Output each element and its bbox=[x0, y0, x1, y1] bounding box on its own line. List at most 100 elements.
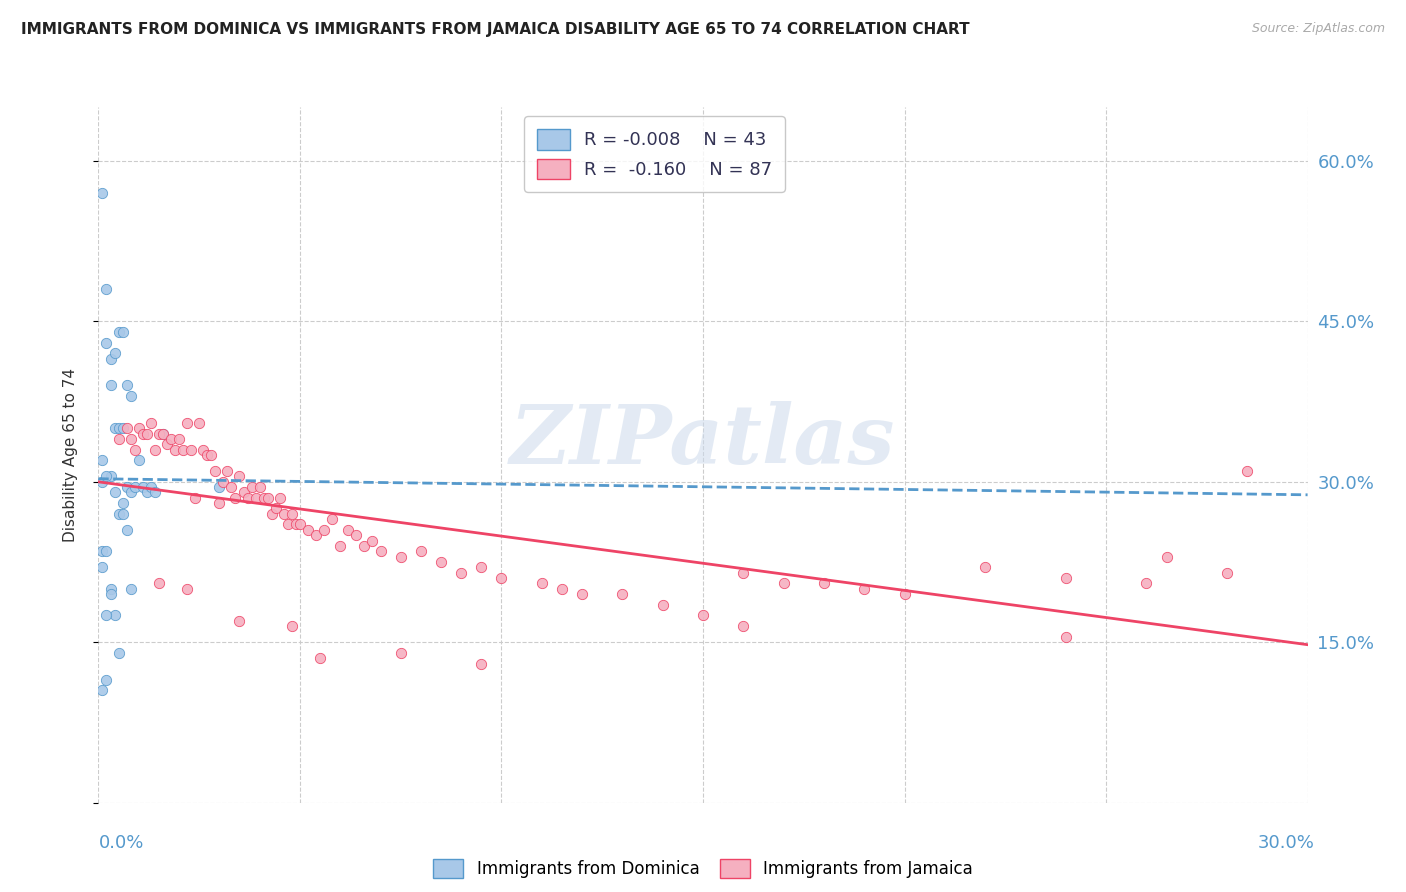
Point bbox=[132, 480, 155, 494]
Point bbox=[124, 480, 146, 494]
Point bbox=[470, 657, 492, 671]
Point bbox=[1216, 566, 1239, 580]
Point bbox=[370, 544, 392, 558]
Point bbox=[111, 325, 134, 339]
Point bbox=[152, 426, 174, 441]
Point bbox=[167, 432, 190, 446]
Point bbox=[139, 480, 162, 494]
Point bbox=[264, 501, 287, 516]
Point bbox=[115, 421, 138, 435]
Point bbox=[91, 560, 114, 574]
Point bbox=[120, 582, 142, 596]
Point bbox=[139, 416, 162, 430]
Point bbox=[224, 491, 246, 505]
Point bbox=[91, 544, 114, 558]
Point bbox=[107, 646, 129, 660]
Point bbox=[115, 523, 138, 537]
Point bbox=[491, 571, 513, 585]
Point bbox=[297, 523, 319, 537]
Point bbox=[256, 491, 278, 505]
Point bbox=[329, 539, 352, 553]
Point bbox=[107, 421, 129, 435]
Point bbox=[100, 469, 122, 483]
Point bbox=[163, 442, 186, 457]
Point bbox=[107, 507, 129, 521]
Point bbox=[361, 533, 384, 548]
Point bbox=[184, 491, 207, 505]
Point bbox=[107, 325, 129, 339]
Point bbox=[156, 437, 179, 451]
Point bbox=[651, 598, 673, 612]
Point bbox=[143, 485, 166, 500]
Point bbox=[409, 544, 432, 558]
Point bbox=[281, 619, 304, 633]
Point bbox=[135, 485, 157, 500]
Point bbox=[733, 619, 755, 633]
Text: IMMIGRANTS FROM DOMINICA VS IMMIGRANTS FROM JAMAICA DISABILITY AGE 65 TO 74 CORR: IMMIGRANTS FROM DOMINICA VS IMMIGRANTS F… bbox=[21, 22, 970, 37]
Point bbox=[132, 426, 155, 441]
Text: ZIPatlas: ZIPatlas bbox=[510, 401, 896, 481]
Point bbox=[530, 576, 553, 591]
Point bbox=[314, 523, 336, 537]
Point bbox=[128, 421, 150, 435]
Point bbox=[772, 576, 794, 591]
Point bbox=[103, 421, 125, 435]
Point bbox=[305, 528, 328, 542]
Point bbox=[228, 469, 250, 483]
Point bbox=[389, 646, 412, 660]
Point bbox=[1156, 549, 1178, 564]
Point bbox=[208, 480, 231, 494]
Text: Source: ZipAtlas.com: Source: ZipAtlas.com bbox=[1251, 22, 1385, 36]
Point bbox=[1135, 576, 1157, 591]
Point bbox=[571, 587, 593, 601]
Point bbox=[200, 448, 222, 462]
Point bbox=[228, 614, 250, 628]
Point bbox=[893, 587, 915, 601]
Point bbox=[115, 480, 138, 494]
Text: 30.0%: 30.0% bbox=[1258, 834, 1315, 852]
Point bbox=[430, 555, 453, 569]
Point bbox=[551, 582, 574, 596]
Point bbox=[221, 480, 243, 494]
Point bbox=[143, 442, 166, 457]
Legend: Immigrants from Dominica, Immigrants from Jamaica: Immigrants from Dominica, Immigrants fro… bbox=[427, 853, 979, 885]
Point bbox=[450, 566, 472, 580]
Point bbox=[1054, 571, 1077, 585]
Point bbox=[111, 421, 134, 435]
Point bbox=[96, 608, 118, 623]
Point bbox=[96, 673, 118, 687]
Point bbox=[100, 351, 122, 366]
Point bbox=[100, 582, 122, 596]
Point bbox=[160, 432, 183, 446]
Point bbox=[217, 464, 239, 478]
Point bbox=[470, 560, 492, 574]
Point bbox=[253, 491, 276, 505]
Point bbox=[103, 485, 125, 500]
Point bbox=[249, 480, 271, 494]
Point bbox=[180, 442, 202, 457]
Point bbox=[321, 512, 343, 526]
Point bbox=[96, 335, 118, 350]
Point bbox=[692, 608, 714, 623]
Point bbox=[245, 491, 267, 505]
Point bbox=[269, 491, 291, 505]
Point bbox=[100, 378, 122, 392]
Point bbox=[176, 416, 198, 430]
Point bbox=[120, 485, 142, 500]
Point bbox=[612, 587, 634, 601]
Point bbox=[309, 651, 332, 665]
Point bbox=[152, 426, 174, 441]
Point bbox=[853, 582, 876, 596]
Point bbox=[91, 453, 114, 467]
Point bbox=[96, 282, 118, 296]
Point bbox=[135, 426, 157, 441]
Point bbox=[284, 517, 307, 532]
Point bbox=[103, 608, 125, 623]
Point bbox=[120, 389, 142, 403]
Point bbox=[273, 507, 295, 521]
Point bbox=[974, 560, 997, 574]
Point bbox=[277, 517, 299, 532]
Point bbox=[240, 480, 263, 494]
Point bbox=[389, 549, 412, 564]
Point bbox=[232, 485, 254, 500]
